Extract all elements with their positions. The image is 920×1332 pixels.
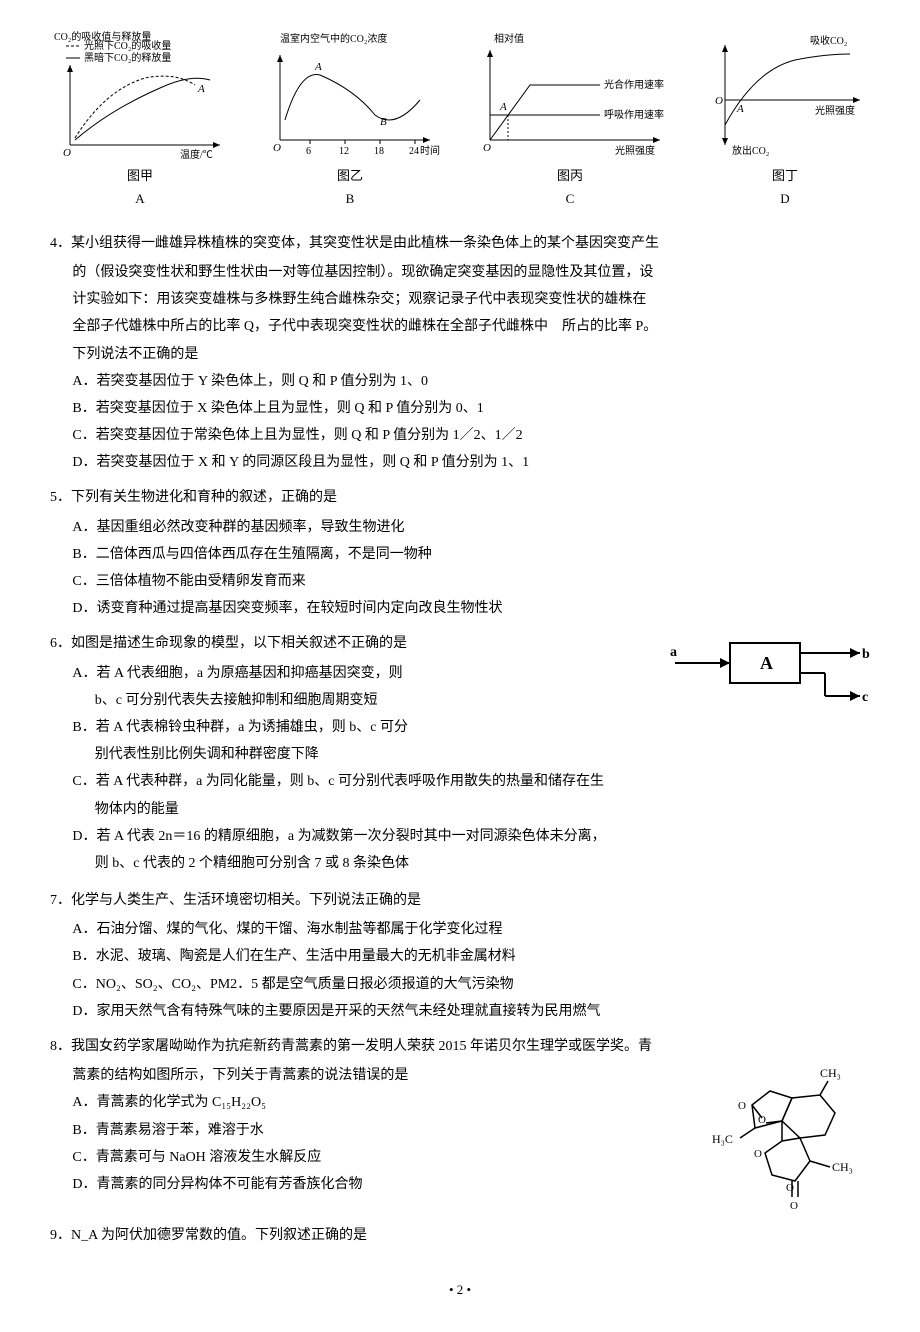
chart-d-ypos: 吸收CO₂ <box>810 34 847 47</box>
svg-text:6: 6 <box>306 146 311 157</box>
svg-text:O: O <box>754 1148 762 1160</box>
svg-text:O: O <box>483 142 491 154</box>
q7-option-d: D．家用天然气含有特殊气味的主要原因是开采的天然气未经处理就直接转为民用燃气 <box>50 999 870 1024</box>
q5-option-a: A．基因重组必然改变种群的基因频率，导致生物进化 <box>50 515 870 540</box>
q4-option-c: C．若突变基因位于常染色体上且为显性，则 Q 和 P 值分别为 1／2、1／2 <box>50 423 870 448</box>
q8-stem: 8．我国女药学家屠呦呦作为抗疟新药青蒿素的第一发明人荣获 2015 年诺贝尔生理… <box>50 1034 870 1059</box>
q7-option-c: C．NO₂、SO₂、CO₂、PM2．5 都是空气质量日报必须报道的大气污染物 <box>50 972 870 997</box>
q7-option-a: A．石油分馏、煤的气化、煤的干馏、海水制盐等都属于化学变化过程 <box>50 917 870 942</box>
svg-text:24: 24 <box>409 146 419 157</box>
chart-d-yneg: 放出CO₂ <box>732 144 769 157</box>
chart-d-svg: 吸收CO₂ A O 光照强度 放出CO₂ <box>700 30 870 160</box>
chart-c-xlabel: 光照强度 <box>615 144 655 157</box>
svg-text:12: 12 <box>339 146 349 157</box>
chart-c-letter: C <box>566 187 575 210</box>
q5-option-d: D．诱变育种通过提高基因突变频率，在较短时间内定向改良生物性状 <box>50 596 870 621</box>
page-number: • 2 • <box>50 1278 870 1301</box>
q6-option-b: B．若 A 代表棉铃虫种群，a 为诱捕雄虫，则 b、c 可分 <box>50 715 870 740</box>
chart-b-pointA: A <box>314 61 322 73</box>
chart-a: CO₂的吸收值与释放量 光照下CO₂的吸收量 黑暗下CO₂的释放量 A O 温度… <box>50 30 230 211</box>
chart-b-caption: 图乙 <box>337 164 363 187</box>
svg-text:H₃C: H₃C <box>712 1132 733 1146</box>
q5-option-c: C．三倍体植物不能由受精卵发育而来 <box>50 569 870 594</box>
chart-a-legend2: 黑暗下CO₂的释放量 <box>84 51 171 64</box>
svg-text:O: O <box>786 1182 794 1194</box>
chart-b: 温室内空气中的CO₂浓度 A B 6 12 18 24 O 时间 图乙 B <box>260 30 440 211</box>
q4-stem: 4．某小组获得一雌雄异株植株的突变体，其突变性状是由此植株一条染色体上的某个基因… <box>50 231 870 256</box>
q6-option-d: D．若 A 代表 2n＝16 的精原细胞，a 为减数第一次分裂时其中一对同源染色… <box>50 824 870 849</box>
svg-text:O: O <box>738 1100 746 1112</box>
question-8: 8．我国女药学家屠呦呦作为抗疟新药青蒿素的第一发明人荣获 2015 年诺贝尔生理… <box>50 1034 870 1213</box>
svg-text:O: O <box>758 1114 766 1126</box>
svg-text:b: b <box>862 647 870 662</box>
q4-option-b: B．若突变基因位于 X 染色体上且为显性，则 Q 和 P 值分别为 0、1 <box>50 396 870 421</box>
chart-a-legend1: 光照下CO₂的吸收量 <box>84 39 171 52</box>
svg-text:O: O <box>715 95 723 107</box>
chart-b-pointB: B <box>380 116 387 128</box>
chart-d-xlabel: 光照强度 <box>815 104 855 117</box>
q7-stem: 7．化学与人类生产、生活环境密切相关。下列说法正确的是 <box>50 888 870 913</box>
chart-b-xlabel: 时间 <box>420 144 440 157</box>
chart-a-point: A <box>197 83 205 95</box>
chart-b-ytitle: 温室内空气中的CO₂浓度 <box>280 32 387 45</box>
q5-stem: 5．下列有关生物进化和育种的叙述，正确的是 <box>50 485 870 510</box>
q6-diagram: a A b c <box>670 631 870 711</box>
chart-c: 相对值 呼吸作用速率 光合作用速率 A O 光照强度 图丙 C <box>470 30 670 211</box>
q5-option-b: B．二倍体西瓜与四倍体西瓜存在生殖隔离，不是同一物种 <box>50 542 870 567</box>
q7-option-b: B．水泥、玻璃、陶瓷是人们在生产、生活中用量最大的无机非金属材料 <box>50 944 870 969</box>
chart-c-ytitle: 相对值 <box>494 32 524 45</box>
question-6: a A b c 6．如图是描述生命现象的模型，以下相关叙述不正确的是 A．若 A… <box>50 631 870 878</box>
chart-d-point: A <box>736 103 744 115</box>
chart-a-svg: CO₂的吸收值与释放量 光照下CO₂的吸收量 黑暗下CO₂的释放量 A O 温度… <box>50 30 230 160</box>
chart-c-series2: 呼吸作用速率 <box>604 108 664 121</box>
chart-d: 吸收CO₂ A O 光照强度 放出CO₂ 图丁 D <box>700 30 870 211</box>
chart-a-letter: A <box>135 187 144 210</box>
svg-text:CH₃: CH₃ <box>832 1160 853 1174</box>
q9-stem: 9．N_A 为阿伏加德罗常数的值。下列叙述正确的是 <box>50 1223 870 1248</box>
svg-text:O: O <box>273 142 281 154</box>
q6-option-c: C．若 A 代表种群，a 为同化能量，则 b、c 可分别代表呼吸作用散失的热量和… <box>50 769 870 794</box>
chart-a-caption: 图甲 <box>127 164 153 187</box>
svg-text:O: O <box>63 147 71 159</box>
svg-text:A: A <box>760 653 773 673</box>
question-7: 7．化学与人类生产、生活环境密切相关。下列说法正确的是 A．石油分馏、煤的气化、… <box>50 888 870 1024</box>
svg-text:a: a <box>670 645 677 660</box>
chart-c-svg: 相对值 呼吸作用速率 光合作用速率 A O 光照强度 <box>470 30 670 160</box>
question-5: 5．下列有关生物进化和育种的叙述，正确的是 A．基因重组必然改变种群的基因频率，… <box>50 485 870 621</box>
svg-text:18: 18 <box>374 146 384 157</box>
chart-b-svg: 温室内空气中的CO₂浓度 A B 6 12 18 24 O 时间 <box>260 30 440 160</box>
chart-c-caption: 图丙 <box>557 164 583 187</box>
chart-d-caption: 图丁 <box>772 164 798 187</box>
svg-text:CH₃: CH₃ <box>820 1066 841 1080</box>
chart-d-letter: D <box>780 187 789 210</box>
question-4: 4．某小组获得一雌雄异株植株的突变体，其突变性状是由此植株一条染色体上的某个基因… <box>50 231 870 476</box>
chart-c-point: A <box>499 101 507 113</box>
chart-a-xlabel: 温度/℃ <box>180 148 213 160</box>
q4-option-a: A．若突变基因位于 Y 染色体上，则 Q 和 P 值分别为 1、0 <box>50 369 870 394</box>
charts-row: CO₂的吸收值与释放量 光照下CO₂的吸收量 黑暗下CO₂的释放量 A O 温度… <box>50 30 870 211</box>
q4-option-d: D．若突变基因位于 X 和 Y 的同源区段且为显性，则 Q 和 P 值分别为 1… <box>50 450 870 475</box>
question-9: 9．N_A 为阿伏加德罗常数的值。下列叙述正确的是 <box>50 1223 870 1248</box>
chart-b-letter: B <box>346 187 355 210</box>
svg-text:c: c <box>862 690 868 705</box>
svg-text:O: O <box>790 1200 798 1212</box>
q8-diagram: CH₃ O O H₃C O O O CH₃ <box>710 1063 860 1213</box>
chart-c-series1: 光合作用速率 <box>604 78 664 91</box>
